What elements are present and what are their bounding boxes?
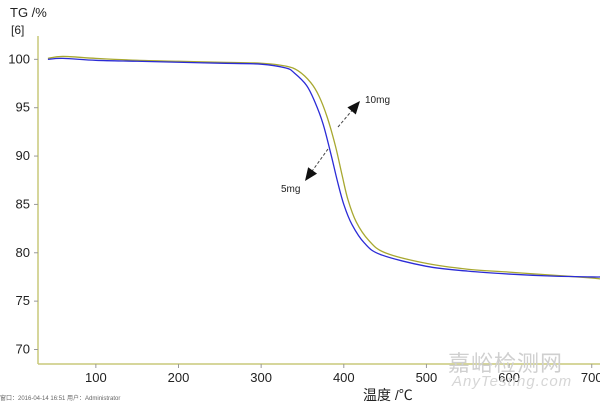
annotation-5mg-label: 5mg	[281, 184, 300, 195]
footer-status: 窗口：2016-04-14 16:51 用户：Administrator	[0, 396, 121, 402]
y-axis-label: TG /%	[10, 5, 47, 20]
axes: 70 75 80 85 90 95 100 100 200 300 400 500 600 700	[8, 36, 600, 385]
y-tick-label: 85	[16, 196, 30, 211]
x-tick-label: 300	[250, 370, 272, 385]
x-tick-label: 700	[581, 370, 600, 385]
series-layer	[47, 55, 600, 280]
arrow-10mg-dashed-line	[337, 100, 361, 128]
x-tick-label: 600	[498, 370, 520, 385]
x-axis-label: 温度 /℃	[363, 387, 413, 403]
watermark-cn: 嘉峪检测网	[448, 352, 564, 377]
y-tick-label: 70	[16, 341, 30, 356]
annotation-10mg-label: 10mg	[365, 95, 390, 106]
y-tick-label: 80	[16, 245, 30, 260]
y-tick-label: 90	[16, 148, 30, 163]
series-line-5mg	[47, 57, 600, 278]
y-tick-label: 95	[16, 100, 30, 115]
y-axis-unit-label: [6]	[11, 23, 24, 37]
arrow-10mg-arrowhead	[347, 101, 360, 115]
x-tick-label: 400	[333, 370, 355, 385]
annotations: 10mg 5mg	[281, 95, 390, 195]
y-tick-label: 75	[16, 293, 30, 308]
x-tick-label: 500	[416, 370, 438, 385]
x-tick-label: 100	[85, 370, 107, 385]
x-tick-label: 200	[168, 370, 190, 385]
series-line-10mg	[47, 55, 600, 280]
arrow-5mg-arrowhead	[305, 167, 318, 181]
watermark-en: AnyTesting.com	[452, 373, 573, 390]
y-tick-label: 100	[8, 51, 30, 66]
